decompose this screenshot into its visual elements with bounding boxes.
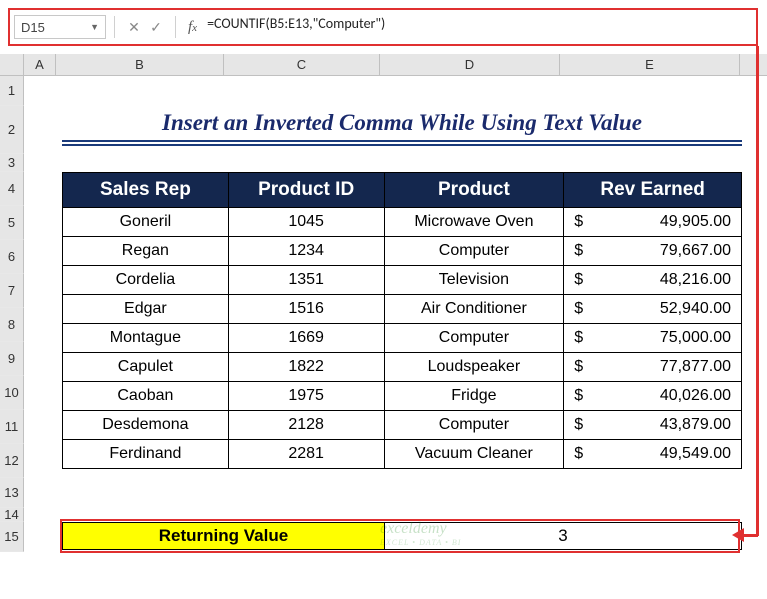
cell-prod[interactable]: Loudspeaker — [384, 353, 564, 382]
cell-pid[interactable]: 1351 — [228, 266, 384, 295]
table-row[interactable]: Regan1234Computer$79,667.00 — [63, 237, 742, 266]
cell-rev[interactable]: $49,549.00 — [564, 440, 742, 469]
col-header[interactable]: A — [24, 54, 56, 75]
confirm-icon[interactable]: ✓ — [145, 16, 167, 38]
row-header[interactable]: 1 — [0, 76, 24, 106]
cell-pid[interactable]: 2128 — [228, 411, 384, 440]
formula-bar: D15 ▼ ✕ ✓ fx =COUNTIF(B5:E13,"Computer") — [14, 12, 753, 42]
table-row[interactable]: Ferdinand2281Vacuum Cleaner$49,549.00 — [63, 440, 742, 469]
cell-prod[interactable]: Computer — [384, 237, 564, 266]
col-header[interactable]: D — [380, 54, 560, 75]
table-row[interactable]: Edgar1516Air Conditioner$52,940.00 — [63, 295, 742, 324]
callout-arrow — [756, 46, 759, 536]
table-row[interactable]: Capulet1822Loudspeaker$77,877.00 — [63, 353, 742, 382]
cell-rev[interactable]: $75,000.00 — [564, 324, 742, 353]
cell-prod[interactable]: Vacuum Cleaner — [384, 440, 564, 469]
row-header[interactable]: 2 — [0, 106, 24, 154]
cell-pid[interactable]: 1822 — [228, 353, 384, 382]
col-product-id: Product ID — [228, 173, 384, 208]
table-row[interactable]: Desdemona2128Computer$43,879.00 — [63, 411, 742, 440]
table-row[interactable]: Montague1669Computer$75,000.00 — [63, 324, 742, 353]
row-header[interactable]: 9 — [0, 342, 24, 376]
cell-rev[interactable]: $43,879.00 — [564, 411, 742, 440]
page-title: Insert an Inverted Comma While Using Tex… — [62, 110, 742, 146]
chevron-down-icon[interactable]: ▼ — [90, 22, 99, 32]
row-header[interactable]: 12 — [0, 444, 24, 478]
table-row[interactable]: Cordelia1351Television$48,216.00 — [63, 266, 742, 295]
row-header[interactable]: 6 — [0, 240, 24, 274]
cell-rev[interactable]: $79,667.00 — [564, 237, 742, 266]
cell-rep[interactable]: Montague — [63, 324, 229, 353]
col-header[interactable]: E — [560, 54, 740, 75]
col-product: Product — [384, 173, 564, 208]
row-header[interactable]: 8 — [0, 308, 24, 342]
cell-prod[interactable]: Computer — [384, 411, 564, 440]
cell-pid[interactable]: 1975 — [228, 382, 384, 411]
cell-pid[interactable]: 1669 — [228, 324, 384, 353]
fx-icon[interactable]: fx — [188, 19, 197, 36]
cell-rep[interactable]: Desdemona — [63, 411, 229, 440]
name-box[interactable]: D15 ▼ — [14, 15, 106, 39]
cell-rev[interactable]: $48,216.00 — [564, 266, 742, 295]
table-row[interactable]: Goneril1045Microwave Oven$49,905.00 — [63, 208, 742, 237]
cell-rev[interactable]: $52,940.00 — [564, 295, 742, 324]
row-header[interactable]: 5 — [0, 206, 24, 240]
cell-prod[interactable]: Microwave Oven — [384, 208, 564, 237]
cell-rev[interactable]: $40,026.00 — [564, 382, 742, 411]
col-header[interactable]: C — [224, 54, 380, 75]
returning-label: Returning Value — [63, 523, 385, 549]
data-table: Sales Rep Product ID Product Rev Earned … — [62, 172, 742, 469]
returning-value[interactable]: 3 — [385, 523, 741, 549]
cell-rep[interactable]: Cordelia — [63, 266, 229, 295]
row-header[interactable]: 15 — [0, 522, 24, 552]
col-sales-rep: Sales Rep — [63, 173, 229, 208]
row-header[interactable]: 4 — [0, 172, 24, 206]
cell-prod[interactable]: Fridge — [384, 382, 564, 411]
row-header[interactable]: 10 — [0, 376, 24, 410]
select-all-corner[interactable] — [0, 54, 24, 75]
row-header[interactable]: 11 — [0, 410, 24, 444]
cell-rep[interactable]: Caoban — [63, 382, 229, 411]
cell-pid[interactable]: 1234 — [228, 237, 384, 266]
cell-rep[interactable]: Regan — [63, 237, 229, 266]
cell-pid[interactable]: 2281 — [228, 440, 384, 469]
formula-input[interactable]: =COUNTIF(B5:E13,"Computer") — [203, 15, 753, 39]
cell-rep[interactable]: Ferdinand — [63, 440, 229, 469]
callout-arrow-head — [732, 528, 744, 542]
separator — [114, 16, 115, 38]
col-rev-earned: Rev Earned — [564, 173, 742, 208]
row-header[interactable]: 3 — [0, 154, 24, 172]
cell-rep[interactable]: Goneril — [63, 208, 229, 237]
cell-prod[interactable]: Air Conditioner — [384, 295, 564, 324]
cell-rev[interactable]: $77,877.00 — [564, 353, 742, 382]
table-row[interactable]: Caoban1975Fridge$40,026.00 — [63, 382, 742, 411]
col-header[interactable]: B — [56, 54, 224, 75]
returning-value-row: Returning Value 3 — [62, 522, 742, 550]
table-header-row: Sales Rep Product ID Product Rev Earned — [63, 173, 742, 208]
row-header[interactable]: 13 — [0, 478, 24, 508]
cell-rev[interactable]: $49,905.00 — [564, 208, 742, 237]
name-box-value: D15 — [21, 20, 45, 35]
column-headers: A B C D E — [0, 54, 767, 76]
cell-rep[interactable]: Capulet — [63, 353, 229, 382]
separator — [175, 16, 176, 38]
cell-prod[interactable]: Computer — [384, 324, 564, 353]
row-header[interactable]: 7 — [0, 274, 24, 308]
cell-pid[interactable]: 1516 — [228, 295, 384, 324]
cell-pid[interactable]: 1045 — [228, 208, 384, 237]
cancel-icon[interactable]: ✕ — [123, 16, 145, 38]
cell-rep[interactable]: Edgar — [63, 295, 229, 324]
cell-prod[interactable]: Television — [384, 266, 564, 295]
row-header[interactable]: 14 — [0, 508, 24, 522]
